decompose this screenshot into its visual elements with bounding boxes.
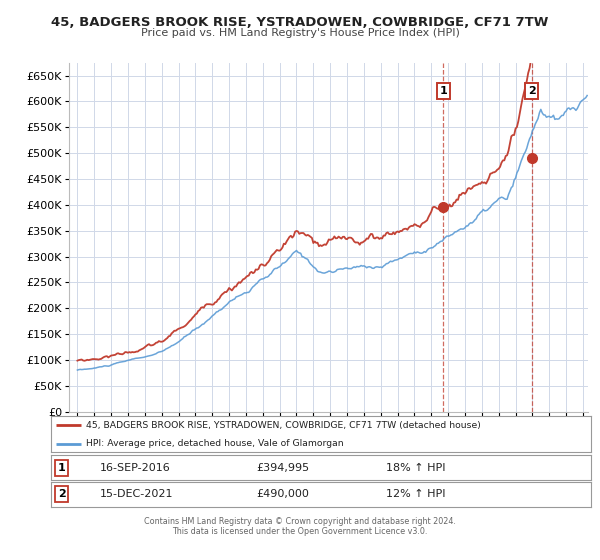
Text: £490,000: £490,000 [256,489,309,499]
Text: Price paid vs. HM Land Registry's House Price Index (HPI): Price paid vs. HM Land Registry's House … [140,28,460,38]
Text: 16-SEP-2016: 16-SEP-2016 [100,463,170,473]
Text: 45, BADGERS BROOK RISE, YSTRADOWEN, COWBRIDGE, CF71 7TW (detached house): 45, BADGERS BROOK RISE, YSTRADOWEN, COWB… [86,421,481,430]
Text: This data is licensed under the Open Government Licence v3.0.: This data is licensed under the Open Gov… [172,528,428,536]
Text: 18% ↑ HPI: 18% ↑ HPI [386,463,445,473]
Text: 12% ↑ HPI: 12% ↑ HPI [386,489,445,499]
Text: 1: 1 [58,463,65,473]
Text: 2: 2 [528,86,536,96]
Text: £394,995: £394,995 [256,463,310,473]
Text: 15-DEC-2021: 15-DEC-2021 [100,489,173,499]
Text: 1: 1 [439,86,447,96]
Text: 45, BADGERS BROOK RISE, YSTRADOWEN, COWBRIDGE, CF71 7TW: 45, BADGERS BROOK RISE, YSTRADOWEN, COWB… [52,16,548,29]
Text: HPI: Average price, detached house, Vale of Glamorgan: HPI: Average price, detached house, Vale… [86,439,344,448]
Text: 2: 2 [58,489,65,499]
Text: Contains HM Land Registry data © Crown copyright and database right 2024.: Contains HM Land Registry data © Crown c… [144,517,456,526]
